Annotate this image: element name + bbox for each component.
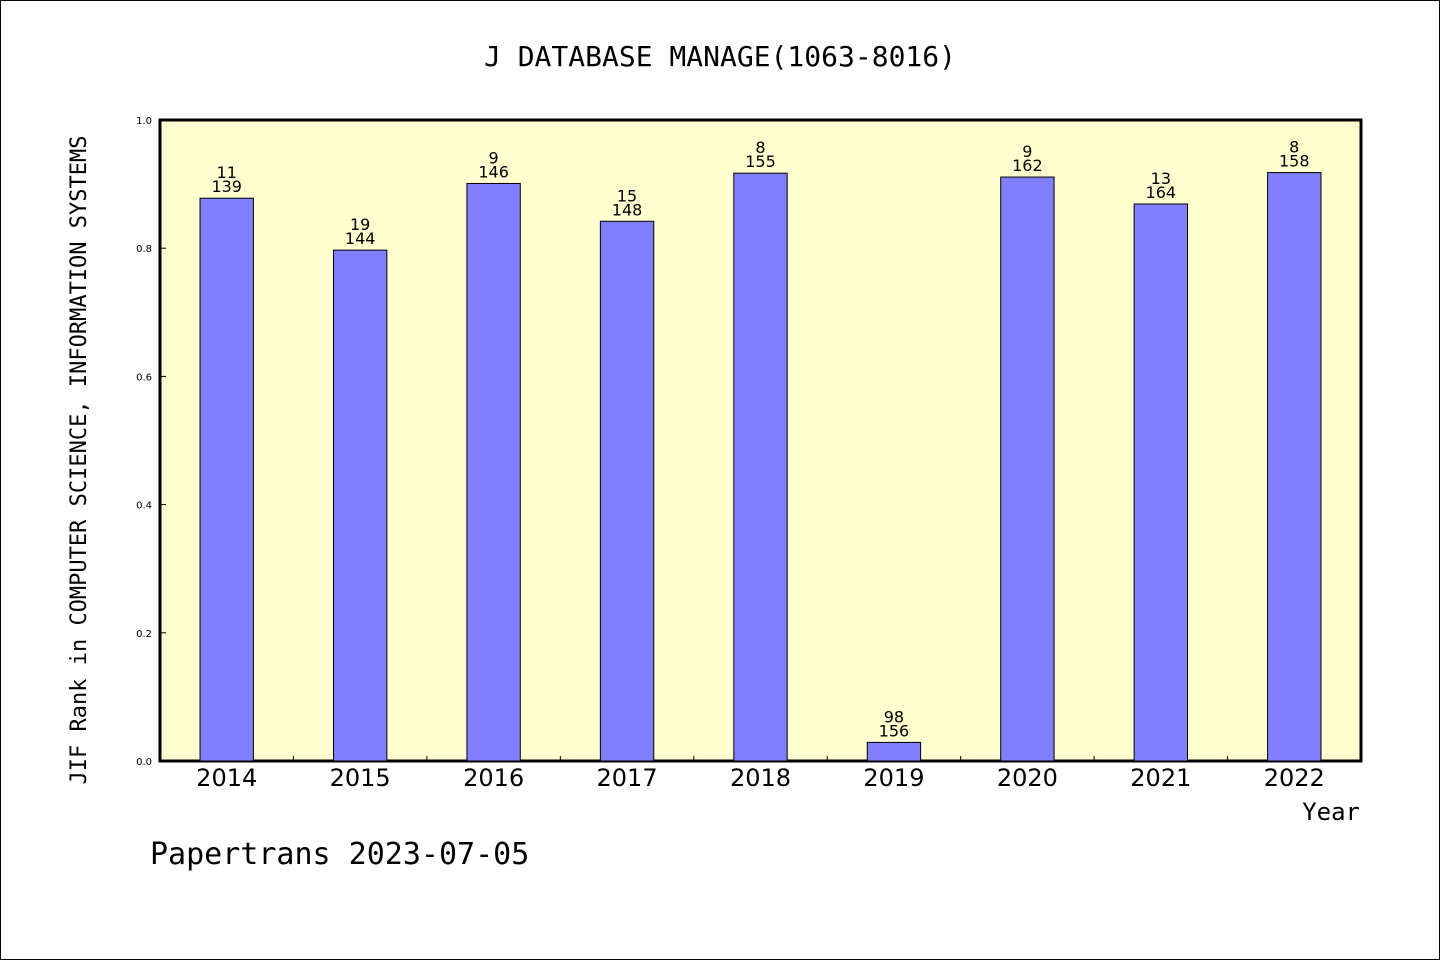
x-axis-label: Year <box>1302 798 1360 826</box>
bar-total-label: 148 <box>612 200 643 219</box>
bar-total-label: 139 <box>211 177 242 196</box>
bars <box>199 172 1322 762</box>
bar-2017 <box>599 220 655 762</box>
bar-2019 <box>866 741 922 762</box>
x-tick-label: 2021 <box>1130 764 1191 792</box>
x-tick-label: 2014 <box>196 764 257 792</box>
bar-total-label: 164 <box>1146 183 1177 202</box>
y-tick-label: 0.0 <box>136 757 152 768</box>
bar-total-label: 156 <box>879 721 910 740</box>
y-axis-ticks: 0.0 0.2 0.4 0.6 0.8 1.0 <box>136 116 166 768</box>
bar-labels: 1113919144914615148815598156916213164815… <box>211 138 1309 741</box>
x-axis-ticks: 2014 2015 2016 2017 2018 2019 2020 2021 2022 <box>196 756 1325 792</box>
x-tick-label: 2015 <box>330 764 391 792</box>
y-tick-label: 0.4 <box>136 501 152 512</box>
bar-2018 <box>733 172 788 762</box>
bar-total-label: 144 <box>345 229 376 248</box>
bar-2020 <box>1000 176 1055 762</box>
bar-rank-label: 15 <box>617 186 637 205</box>
bar-rank-label: 19 <box>350 215 370 234</box>
bar-rank-label: 8 <box>755 138 765 157</box>
bar-2015 <box>332 249 388 762</box>
bar-total-label: 146 <box>478 162 509 181</box>
x-tick-label: 2016 <box>463 764 524 792</box>
y-axis-label: JIF Rank in COMPUTER SCIENCE, INFORMATIO… <box>67 135 92 784</box>
bar-total-label: 155 <box>745 152 776 171</box>
bar-rank-label: 13 <box>1151 169 1171 188</box>
x-tick-label: 2018 <box>730 764 791 792</box>
y-tick-label: 1.0 <box>136 116 152 127</box>
y-tick-label: 0.8 <box>136 244 152 255</box>
x-tick-label: 2022 <box>1264 764 1325 792</box>
bar-2021 <box>1133 203 1189 762</box>
x-tick-label: 2017 <box>597 764 658 792</box>
chart-title: J DATABASE MANAGE(1063-8016) <box>484 40 956 73</box>
x-tick-label: 2019 <box>863 764 924 792</box>
y-tick-label: 0.2 <box>136 629 152 640</box>
x-tick-label: 2020 <box>997 764 1058 792</box>
footer-text: Papertrans 2023-07-05 <box>150 837 529 872</box>
bar-2016 <box>466 182 521 762</box>
bar-rank-label: 98 <box>884 707 904 726</box>
y-tick-label: 0.6 <box>136 372 152 383</box>
bar-rank-label: 8 <box>1289 138 1299 157</box>
bar-rank-label: 11 <box>217 163 237 182</box>
bar-2014 <box>199 197 254 762</box>
bar-total-label: 158 <box>1279 152 1310 171</box>
bar-rank-label: 9 <box>489 148 499 167</box>
bar-rank-label: 9 <box>1022 142 1032 161</box>
bar-2022 <box>1267 172 1322 762</box>
bar-total-label: 162 <box>1012 156 1043 175</box>
